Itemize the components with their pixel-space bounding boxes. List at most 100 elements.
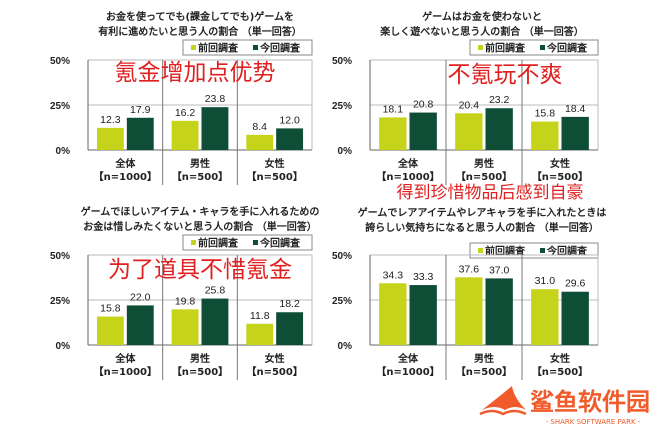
bar-curr (561, 291, 589, 345)
chart-title: ゲームでほしいアイテム・キャラを手に入れるための (81, 205, 320, 218)
data-label: 37.0 (489, 264, 510, 276)
legend-box (469, 39, 599, 56)
bar-prev (531, 289, 559, 345)
data-label: 22.0 (130, 291, 151, 303)
legend-swatch (540, 248, 545, 253)
annotation-text: 得到珍惜物品后感到自豪 (397, 182, 584, 203)
chart-3: ゲームでほしいアイテム・キャラを手に入れるためのお金は惜しみたくないと思う人の割… (50, 205, 319, 380)
legend-label: 前回調査 (198, 237, 239, 250)
legend-swatch (253, 45, 258, 50)
data-label: 29.6 (565, 278, 586, 290)
chart-title: ゲームでレアアイテムやレアキャラを手に入れたときは (358, 206, 607, 219)
legend-swatch (253, 240, 258, 245)
legend-label: 前回調査 (485, 245, 526, 258)
legend-label: 今回調査 (259, 42, 301, 55)
bar-curr (485, 108, 513, 150)
legend-label: 前回調査 (485, 42, 526, 55)
category-label: 全体 (397, 352, 419, 365)
data-label: 16.2 (175, 107, 196, 119)
bar-curr (561, 116, 589, 150)
category-n-label: 【n=1000】 (94, 170, 157, 183)
data-label: 12.3 (100, 114, 121, 126)
data-label: 11.8 (250, 310, 270, 322)
legend-label: 今回調査 (546, 42, 588, 55)
y-tick-label: 0% (56, 146, 71, 157)
bar-prev (96, 127, 124, 150)
watermark-subtitle: - SHARK SOFTWARE PARK - (546, 418, 641, 426)
category-n-label: 【n=500】 (456, 365, 512, 378)
legend: 前回調査 今回調査 (182, 234, 313, 251)
legend-label: 今回調査 (259, 237, 301, 250)
legend: 前回調査 今回調査 (469, 242, 599, 259)
data-label: 20.8 (413, 99, 434, 111)
category-n-label: 【n=500】 (246, 170, 302, 183)
legend-swatch (191, 240, 196, 245)
bar-prev (455, 277, 483, 345)
bar-prev (531, 121, 559, 150)
y-tick-label: 25% (332, 101, 352, 112)
category-n-label: 【n=1000】 (94, 365, 157, 378)
y-tick-label: 0% (338, 341, 353, 352)
annotation-text: 氪金增加点优势 (115, 60, 276, 86)
shark-fin-icon (482, 386, 526, 410)
data-label: 23.2 (489, 94, 510, 106)
watermark-name: 鲨鱼软件园 (530, 388, 650, 416)
watermark-logo: 鲨鱼软件园 - SHARK SOFTWARE PARK - (479, 386, 650, 426)
data-label: 18.2 (279, 298, 300, 310)
category-n-label: 【n=500】 (172, 170, 228, 183)
data-label: 37.6 (459, 263, 480, 275)
chart-title: 誇らしい気持ちになると思う人の割合 （単一回答） (365, 221, 598, 234)
y-tick-label: 0% (56, 341, 71, 352)
category-label: 全体 (114, 157, 136, 170)
legend-label: 前回調査 (198, 42, 239, 55)
legend: 前回調査 今回調査 (469, 39, 599, 56)
y-tick-label: 50% (332, 56, 352, 67)
data-label: 8.4 (252, 121, 267, 133)
annotation-text: 不氪玩不爽 (448, 62, 563, 88)
bar-prev (379, 283, 407, 345)
category-n-label: 【n=1000】 (376, 170, 439, 183)
legend-box (182, 39, 313, 56)
category-n-label: 【n=500】 (456, 170, 512, 183)
y-tick-label: 25% (332, 296, 352, 307)
legend-box (469, 242, 599, 259)
category-n-label: 【n=500】 (246, 365, 302, 378)
chart-title: ゲームはお金を使わないと (422, 10, 542, 23)
category-label: 男性 (190, 157, 210, 170)
legend-swatch (478, 45, 483, 50)
bar-prev (171, 309, 199, 345)
chart-4: ゲームでレアアイテムやレアキャラを手に入れたときは誇らしい気持ちになると思う人の… (332, 182, 606, 380)
category-n-label: 【n=500】 (532, 365, 588, 378)
bar-prev (96, 316, 124, 345)
data-label: 23.8 (205, 93, 226, 105)
bar-prev (246, 323, 274, 345)
data-label: 31.0 (535, 275, 556, 287)
data-label: 25.8 (205, 285, 226, 297)
data-label: 19.8 (175, 295, 196, 307)
y-tick-label: 25% (50, 296, 70, 307)
data-label: 18.4 (565, 103, 586, 115)
category-label: 男性 (190, 352, 210, 365)
y-tick-label: 0% (338, 146, 353, 157)
data-label: 34.3 (383, 269, 404, 281)
bar-curr (201, 107, 229, 150)
bar-prev (455, 113, 483, 150)
chart-title: お金を使ってでも(課金してでも)ゲームを (106, 10, 294, 23)
category-n-label: 【n=1000】 (376, 365, 439, 378)
data-label: 12.0 (279, 114, 300, 126)
bar-curr (126, 305, 154, 345)
bar-prev (171, 120, 199, 150)
wave-icon (479, 409, 527, 416)
data-label: 15.8 (100, 303, 121, 315)
legend: 前回調査 今回調査 (182, 39, 313, 56)
chart-title: 有利に進めたいと思う人の割合 （単一回答） (98, 25, 301, 38)
data-label: 18.1 (383, 103, 404, 115)
bar-curr (276, 128, 304, 150)
bar-curr (485, 278, 513, 345)
legend-box (182, 234, 313, 251)
bar-curr (126, 117, 154, 150)
bar-prev (379, 117, 407, 150)
